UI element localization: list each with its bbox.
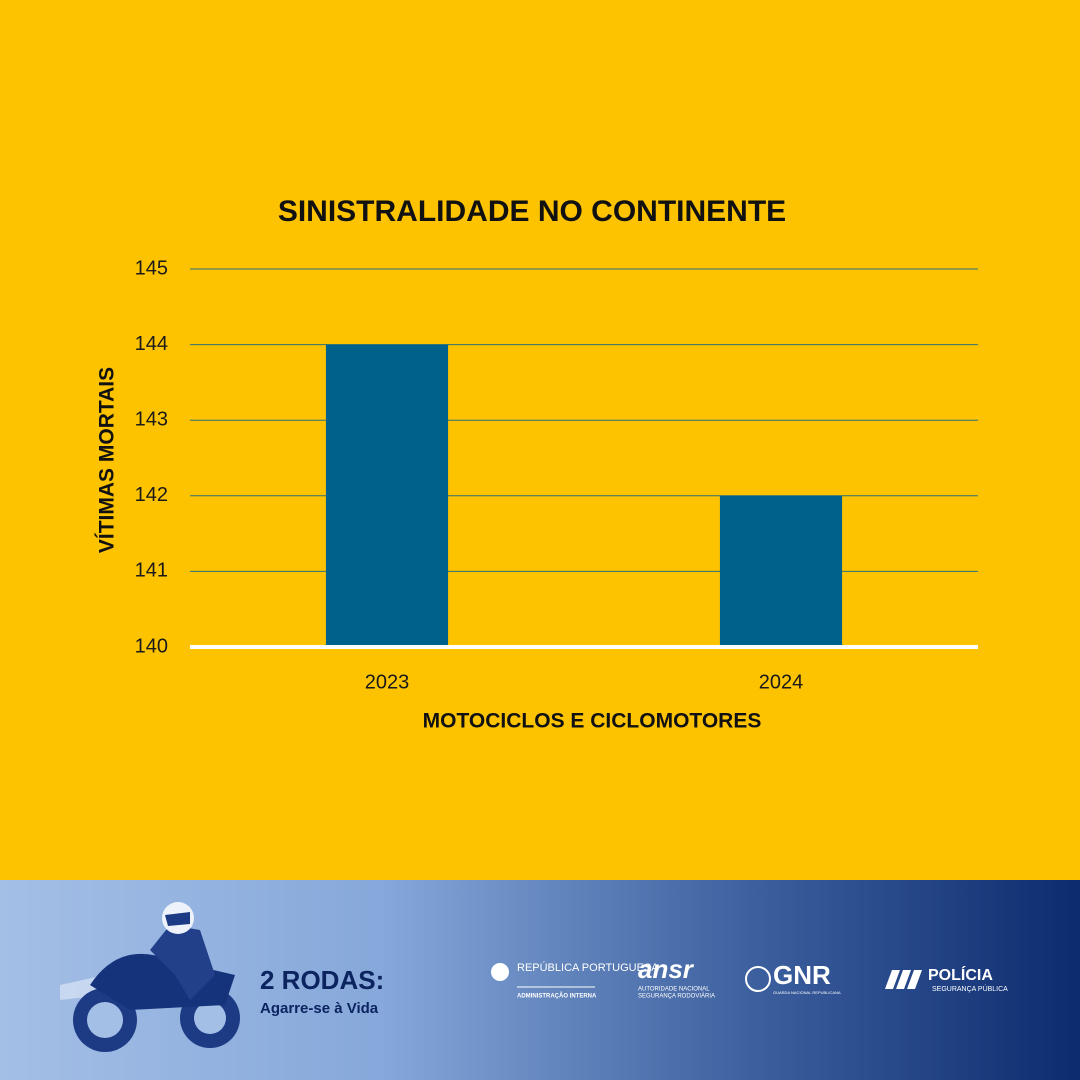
chart: SINISTRALIDADE NO CONTINENTE VÍTIMAS MOR… bbox=[96, 195, 978, 733]
y-tick-label: 145 bbox=[135, 257, 168, 279]
x-axis-label: MOTOCICLOS E CICLOMOTORES bbox=[423, 710, 762, 733]
campaign-title: 2 RODAS: bbox=[260, 965, 384, 995]
logo-gnr: GNR GUARDA NACIONAL REPUBLICANA bbox=[745, 960, 841, 995]
x-tick-label: 2023 bbox=[365, 671, 410, 693]
logo-name: GNR bbox=[773, 960, 831, 990]
bar bbox=[325, 344, 449, 647]
campaign-subtitle: Agarre-se à Vida bbox=[260, 1000, 379, 1017]
y-tick-label: 143 bbox=[135, 408, 168, 430]
logo-subtitle: SEGURANÇA RODOVIÁRIA bbox=[638, 993, 715, 1000]
logo-republica: REPÚBLICA PORTUGUESA ADMINISTRAÇÃO INTER… bbox=[491, 961, 659, 1000]
logo-name: ansr bbox=[638, 954, 695, 984]
logo-subtitle: ADMINISTRAÇÃO INTERNA bbox=[517, 993, 597, 1000]
motorcycle-illustration bbox=[60, 902, 240, 1052]
logo-subtitle: SEGURANÇA PÚBLICA bbox=[932, 984, 1008, 993]
y-axis-label: VÍTIMAS MORTAIS bbox=[96, 367, 119, 553]
logo-subtitle: AUTORIDADE NACIONAL bbox=[638, 987, 710, 993]
y-tick-label: 144 bbox=[135, 333, 168, 355]
logo-name: REPÚBLICA PORTUGUESA bbox=[517, 961, 659, 974]
logo-name: POLÍCIA bbox=[928, 965, 993, 984]
background bbox=[0, 0, 1080, 880]
y-tick-label: 142 bbox=[135, 484, 168, 506]
chart-title: SINISTRALIDADE NO CONTINENTE bbox=[278, 195, 786, 228]
y-tick-label: 140 bbox=[135, 635, 168, 657]
logo-subtitle: GUARDA NACIONAL REPUBLICANA bbox=[773, 990, 841, 995]
bar bbox=[719, 495, 843, 647]
logo-policia: POLÍCIA SEGURANÇA PÚBLICA bbox=[885, 965, 1008, 993]
logo-ansr: ansr AUTORIDADE NACIONAL SEGURANÇA RODOV… bbox=[638, 954, 715, 1000]
x-tick-label: 2024 bbox=[759, 671, 804, 693]
y-tick-label: 141 bbox=[135, 560, 168, 582]
